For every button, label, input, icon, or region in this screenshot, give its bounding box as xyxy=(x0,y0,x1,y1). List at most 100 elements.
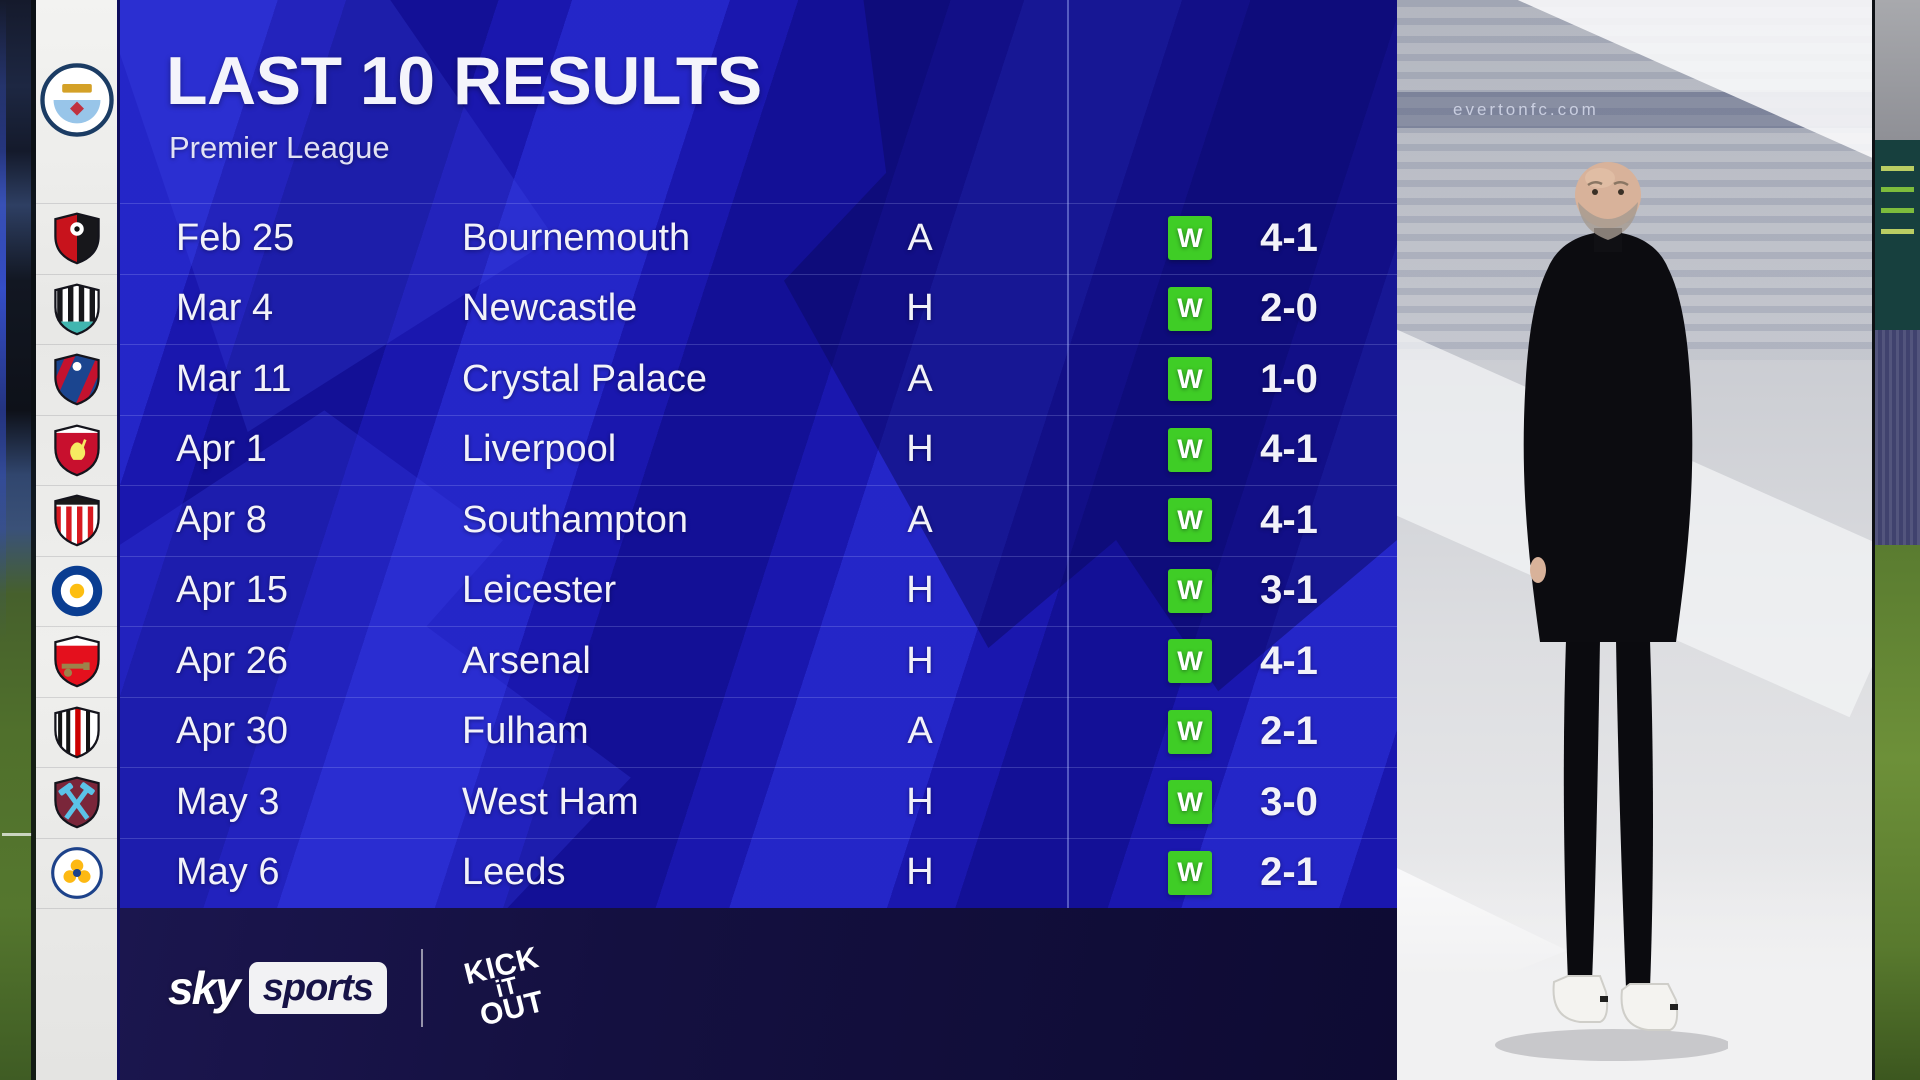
match-score: 4-1 xyxy=(1260,215,1318,260)
sky-sports-logo: sports xyxy=(248,962,387,1014)
opponent-crest xyxy=(50,634,104,693)
match-date: Feb 25 xyxy=(176,216,295,259)
stadium-roof xyxy=(1875,0,1920,140)
blue-glow-edge xyxy=(0,0,6,640)
result-row: Apr 15 Leicester H W 3-1 xyxy=(120,556,1397,627)
opponent-crest xyxy=(50,493,104,552)
venue-indicator: A xyxy=(907,710,933,753)
win-badge: W xyxy=(1168,639,1212,684)
match-date: Mar 11 xyxy=(176,357,292,400)
match-date: May 6 xyxy=(176,851,280,894)
match-score: 4-1 xyxy=(1260,427,1318,472)
venue-indicator: H xyxy=(906,287,934,330)
opponent-crest xyxy=(50,564,104,623)
result-badge-cell: W xyxy=(1168,203,1212,274)
opponent-name: Fulham xyxy=(462,710,589,753)
row-divider xyxy=(120,626,1397,627)
win-badge: W xyxy=(1168,357,1212,402)
manager-photo xyxy=(1488,140,1731,1070)
win-badge: W xyxy=(1168,427,1212,472)
result-row: May 3 West Ham H W 3-0 xyxy=(120,767,1397,838)
crest-cell-divider xyxy=(36,696,117,698)
opponent-crest xyxy=(50,352,104,411)
page-title: LAST 10 RESULTS xyxy=(166,43,762,119)
venue-indicator: H xyxy=(906,569,934,612)
match-date: Apr 30 xyxy=(176,710,288,753)
opponent-crest xyxy=(50,423,104,482)
result-row: Mar 4 Newcastle H W 2-0 xyxy=(120,274,1397,345)
row-divider xyxy=(120,414,1397,416)
row-divider xyxy=(120,696,1397,698)
crest-cell-divider xyxy=(36,626,117,627)
result-badge-cell: W xyxy=(1168,415,1212,486)
opponent-crest xyxy=(50,282,104,341)
venue-indicator: H xyxy=(906,780,934,823)
scoreboard-text-line xyxy=(1881,166,1914,171)
result-badge-cell: W xyxy=(1168,838,1212,909)
result-row: Mar 11 Crystal Palace A W 1-0 xyxy=(120,344,1397,415)
win-badge: W xyxy=(1168,709,1212,754)
scoreboard-text-line xyxy=(1881,229,1914,234)
opponent-name: Leicester xyxy=(462,569,617,612)
result-row: Apr 1 Liverpool H W 4-1 xyxy=(120,415,1397,486)
venue-indicator: H xyxy=(906,851,934,894)
win-badge: W xyxy=(1168,286,1212,331)
match-score: 3-1 xyxy=(1260,568,1318,613)
result-row: Apr 26 Arsenal H W 4-1 xyxy=(120,626,1397,697)
opponent-name: Arsenal xyxy=(462,639,591,682)
row-divider xyxy=(120,837,1397,839)
match-date: May 3 xyxy=(176,780,280,823)
divider xyxy=(31,0,36,1080)
crest-cell-divider xyxy=(36,203,117,204)
result-badge-cell: W xyxy=(1168,556,1212,627)
venue-indicator: A xyxy=(907,498,933,541)
match-date: Apr 15 xyxy=(176,569,288,612)
crest-cell-divider xyxy=(36,273,117,275)
crest-cell-divider xyxy=(36,485,117,486)
kick-it-out-logo: KICK iT OUT xyxy=(461,941,548,1033)
stadium-background-right xyxy=(1872,0,1920,1080)
stadium-background-left xyxy=(0,0,36,1080)
result-row: Feb 25 Bournemouth A W 4-1 xyxy=(120,203,1397,274)
match-date: Apr 26 xyxy=(176,639,288,682)
match-score: 2-1 xyxy=(1260,709,1318,754)
stadium-crowd xyxy=(1875,330,1920,545)
crest-cell-divider xyxy=(36,767,117,768)
win-badge: W xyxy=(1168,780,1212,825)
crest-cell-divider xyxy=(36,414,117,416)
opponent-name: Crystal Palace xyxy=(462,357,707,400)
result-row: Apr 30 Fulham A W 2-1 xyxy=(120,697,1397,768)
win-badge: W xyxy=(1168,216,1212,261)
competition-subtitle: Premier League xyxy=(169,130,390,165)
result-badge-cell: W xyxy=(1168,767,1212,838)
result-badge-cell: W xyxy=(1168,626,1212,697)
venue-indicator: A xyxy=(907,216,933,259)
opponent-name: Bournemouth xyxy=(462,216,691,259)
win-badge: W xyxy=(1168,498,1212,543)
result-row: Apr 8 Southampton A W 4-1 xyxy=(120,485,1397,556)
result-badge-cell: W xyxy=(1168,344,1212,415)
pitch-line xyxy=(2,833,32,836)
match-date: Apr 1 xyxy=(176,428,267,471)
result-badge-cell: W xyxy=(1168,274,1212,345)
column-divider xyxy=(1067,0,1069,908)
match-score: 1-0 xyxy=(1260,356,1318,401)
opponent-crest xyxy=(50,846,104,905)
footer-logos: sky sports KICK iT OUT xyxy=(168,934,557,1042)
result-row: May 6 Leeds H W 2-1 xyxy=(120,838,1397,909)
row-divider xyxy=(120,203,1397,204)
venue-indicator: H xyxy=(906,428,934,471)
venue-indicator: A xyxy=(907,357,933,400)
opponent-name: Leeds xyxy=(462,851,566,894)
opponent-crest xyxy=(50,211,104,270)
row-divider xyxy=(120,767,1397,768)
opponent-name: Southampton xyxy=(462,498,689,541)
crest-cell-divider xyxy=(36,908,117,909)
match-score: 2-1 xyxy=(1260,850,1318,895)
win-badge: W xyxy=(1168,850,1212,895)
venue-indicator: H xyxy=(906,639,934,682)
win-badge: W xyxy=(1168,568,1212,613)
row-divider xyxy=(120,485,1397,486)
match-date: Apr 8 xyxy=(176,498,267,541)
